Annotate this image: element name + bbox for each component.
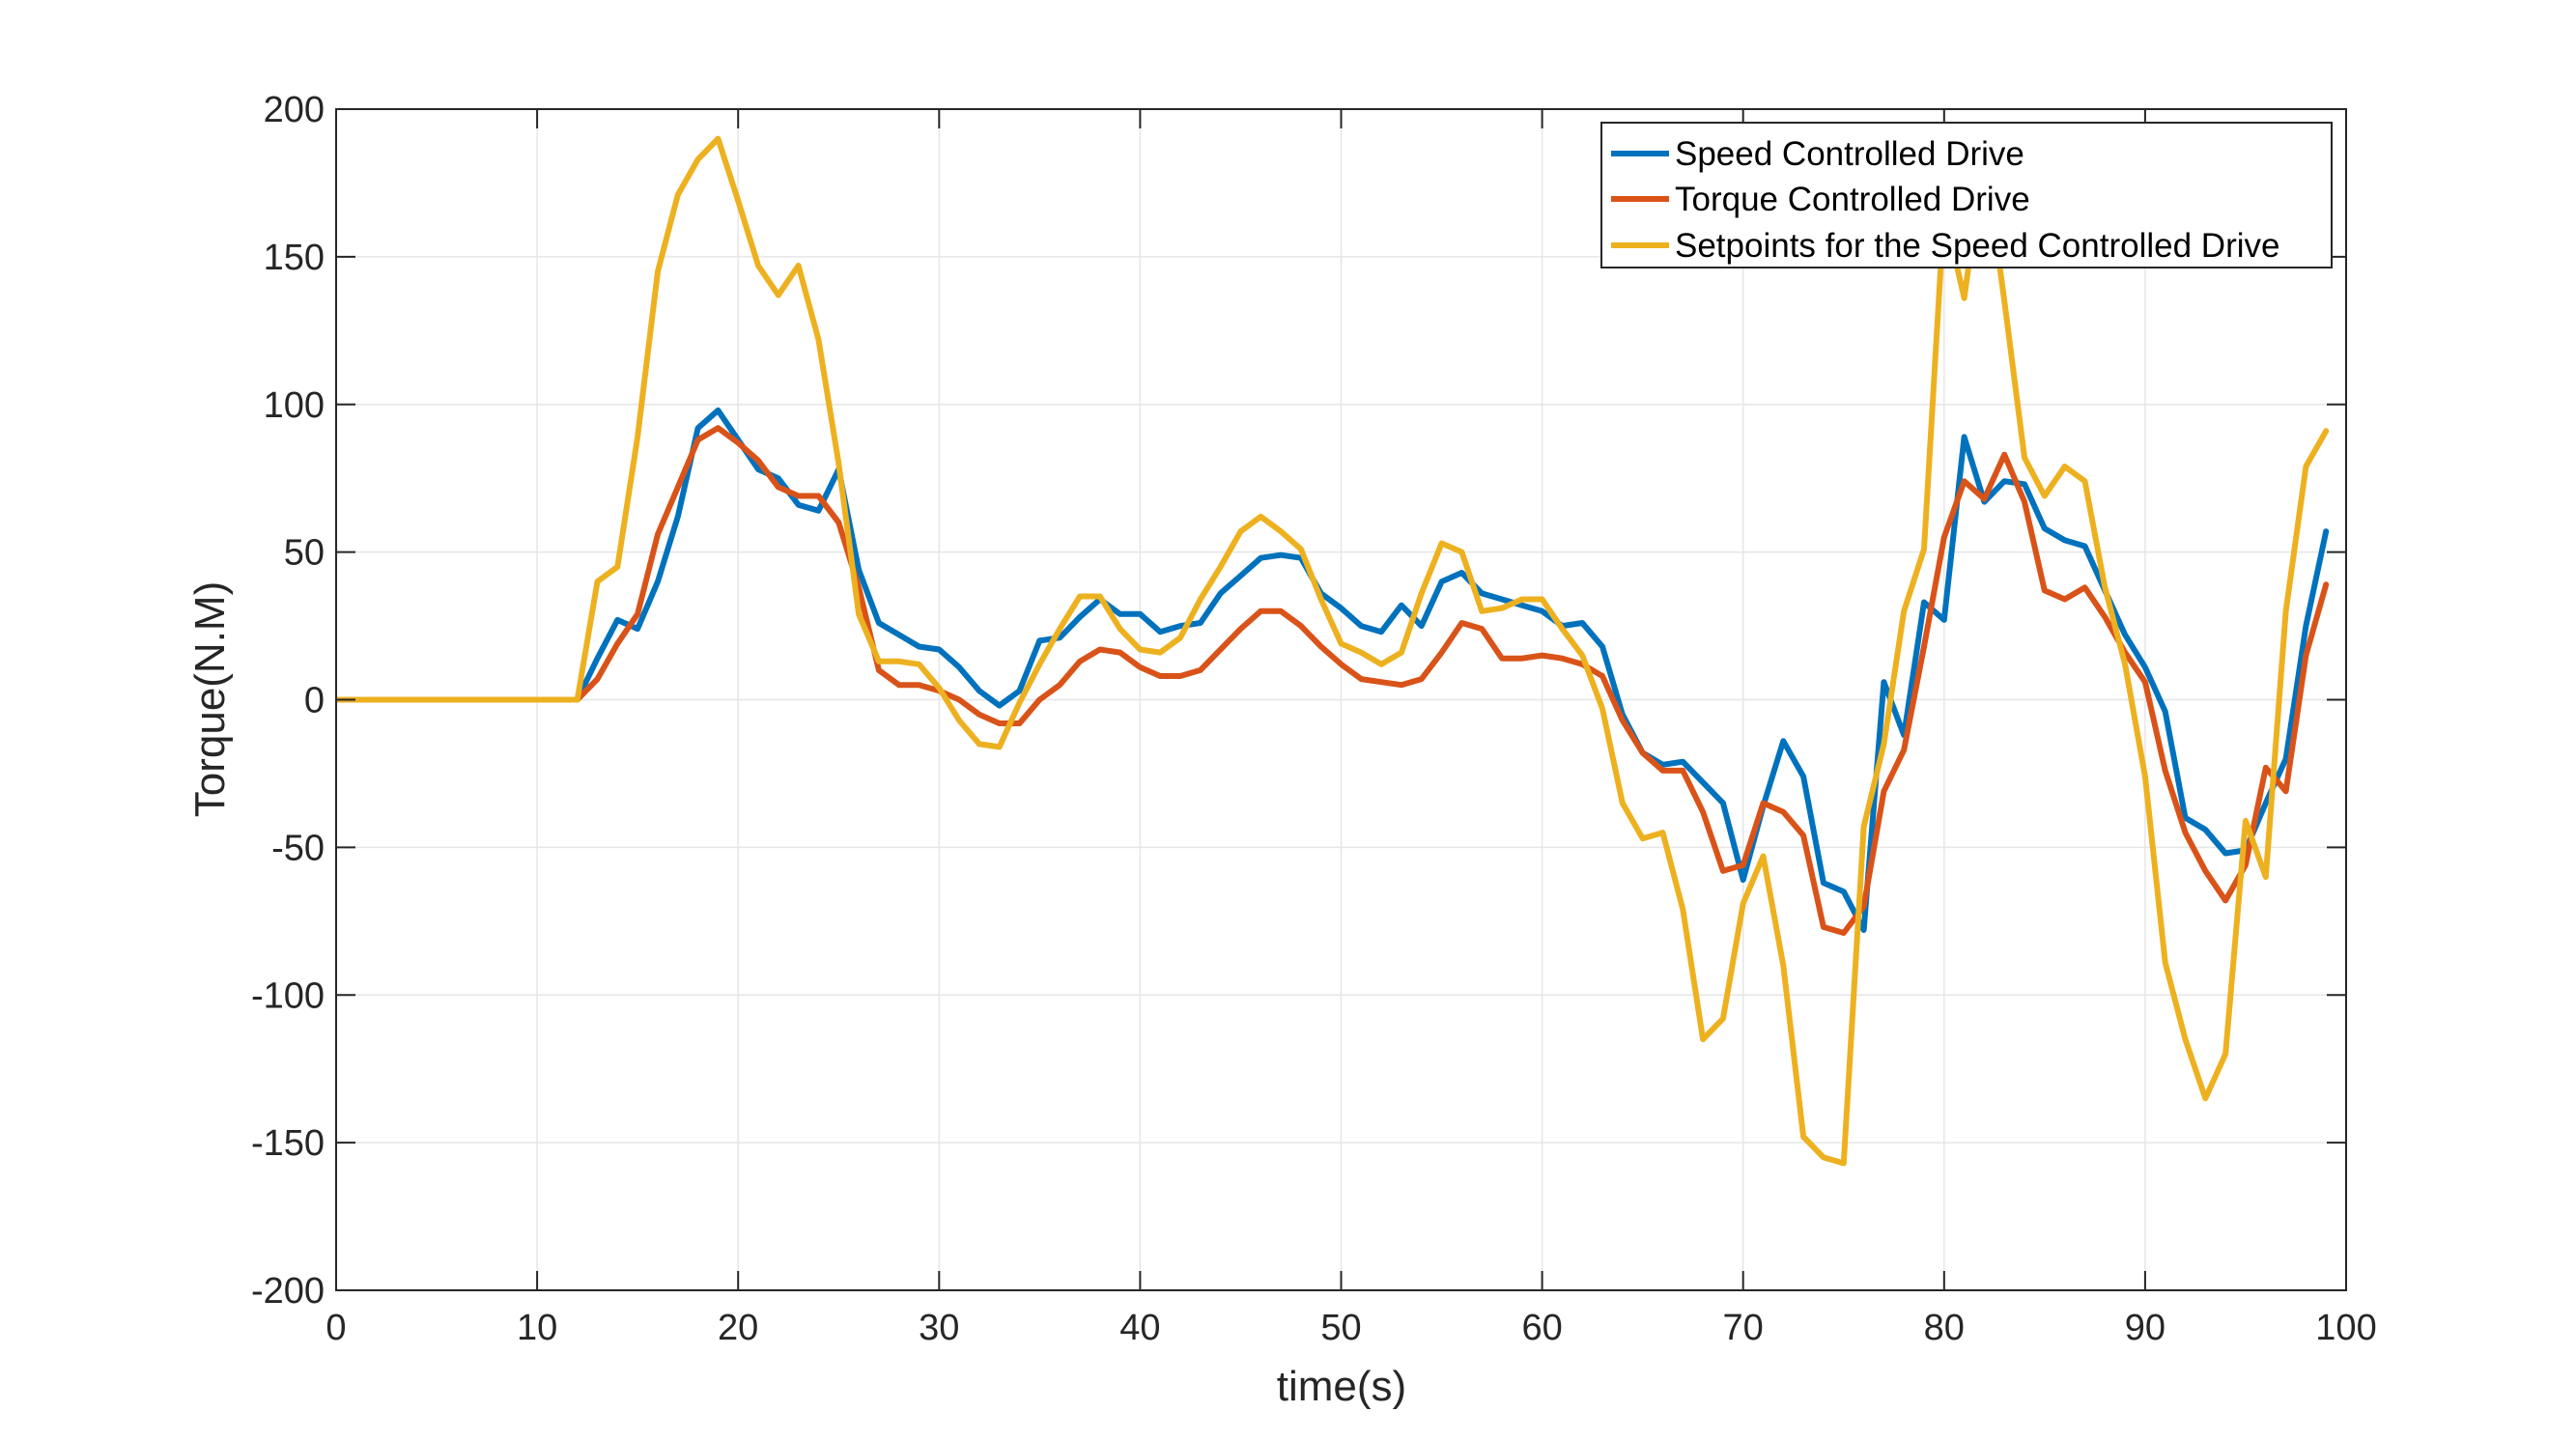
y-tick-label: 200	[264, 90, 325, 130]
y-tick-label: 100	[264, 385, 325, 426]
y-tick-label: -200	[251, 1271, 325, 1312]
legend-label-speed: Speed Controlled Drive	[1675, 135, 2024, 173]
legend: Speed Controlled Drive Torque Controlled…	[1600, 122, 2333, 268]
y-tick-label: -100	[251, 975, 325, 1016]
x-tick-label: 90	[2125, 1308, 2166, 1348]
axis-ticks: 0 10 20 30 40 50 60 70 80 90 100 200 150 100 50 0 -50 -10…	[251, 90, 2377, 1348]
x-axis-label: time(s)	[1277, 1363, 1406, 1410]
legend-box	[1600, 122, 2333, 268]
x-tick-label: 60	[1521, 1308, 1562, 1348]
y-tick-label: -150	[251, 1123, 325, 1164]
x-tick-label: 20	[718, 1308, 758, 1348]
y-axis-label: Torque(N.M)	[186, 581, 234, 818]
torque-controlled-drive-line	[336, 425, 2330, 936]
x-tick-label: 0	[326, 1308, 346, 1348]
x-tick-label: 100	[2315, 1308, 2376, 1348]
x-tick-label: 30	[919, 1308, 959, 1348]
y-tick-label: 0	[304, 681, 325, 721]
y-tick-label: -50	[271, 828, 325, 868]
legend-label-setpoints: Setpoints for the Speed Controlled Drive	[1675, 227, 2279, 265]
x-tick-label: 80	[1924, 1308, 1965, 1348]
legend-label-torque: Torque Controlled Drive	[1675, 181, 2030, 218]
x-tick-label: 50	[1320, 1308, 1361, 1348]
x-tick-label: 70	[1723, 1308, 1764, 1348]
x-tick-label: 40	[1119, 1308, 1160, 1348]
speed-controlled-drive-line	[336, 407, 2330, 933]
x-tick-label: 10	[517, 1308, 557, 1348]
y-tick-label: 150	[264, 238, 325, 278]
y-tick-label: 50	[284, 533, 325, 574]
